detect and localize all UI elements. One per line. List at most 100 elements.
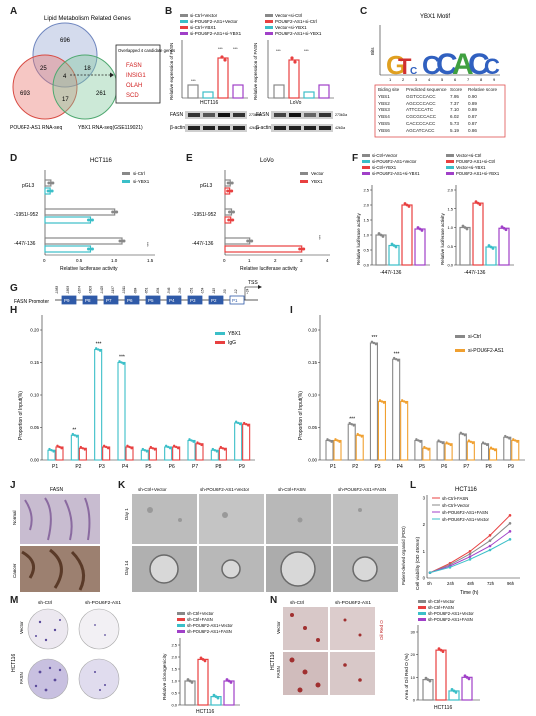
point — [427, 448, 430, 451]
point — [394, 245, 398, 249]
significance: *** — [96, 342, 102, 348]
promoter-coord: -1425 — [100, 286, 104, 294]
point — [403, 202, 407, 205]
motif-cell: YBS1 — [378, 93, 390, 99]
point-e — [230, 181, 234, 185]
point — [448, 563, 452, 566]
svg-text:si-Ctrl+Vector: si-Ctrl+Vector — [372, 153, 398, 158]
blot-fasn-left — [185, 111, 247, 119]
venn-count-center: 4 — [63, 74, 67, 80]
point — [508, 522, 512, 525]
motif-cell: YBS5 — [378, 120, 390, 126]
point-e — [226, 189, 230, 193]
point — [420, 229, 424, 232]
bar — [498, 227, 510, 266]
point — [491, 247, 495, 250]
point — [348, 421, 351, 425]
point — [118, 360, 121, 363]
point — [463, 434, 467, 437]
point — [423, 445, 426, 449]
point — [424, 676, 428, 680]
svg-text:Vector+si-YBX1: Vector+si-YBX1 — [275, 25, 307, 30]
svg-text:6: 6 — [454, 77, 457, 82]
bar — [355, 434, 364, 461]
svg-text:HCT116: HCT116 — [196, 709, 214, 715]
point — [216, 696, 220, 700]
point — [382, 401, 386, 404]
point-e — [232, 210, 235, 214]
x-tick-label: P3 — [99, 464, 105, 470]
x-tick-label: P9 — [508, 464, 514, 470]
venn-circle-top — [32, 22, 98, 88]
x-tick-label: P6 — [169, 464, 175, 470]
svg-text:Time (h): Time (h) — [460, 590, 479, 596]
point — [200, 443, 203, 447]
point-e — [298, 247, 302, 251]
motif-table-row: YBS3 ATTCCCATC 7.10 0.89 — [378, 107, 502, 114]
panel-label-h: H — [10, 305, 18, 316]
point — [508, 514, 512, 517]
svg-text:POU6F2-AS1+si-Ctrl: POU6F2-AS1+si-Ctrl — [456, 159, 495, 164]
svg-text:G: G — [386, 50, 406, 80]
y-tick-label: 2.5 — [363, 188, 369, 193]
point-e — [300, 247, 304, 251]
point — [441, 441, 444, 445]
point — [143, 449, 147, 452]
bar — [414, 439, 423, 461]
panel-g-promoter: FASN Promoter P9 P8 P7 P6 P5 P4 P3 P2 P1 -1983 -18… — [14, 280, 262, 305]
svg-text:-1951/-952: -1951/-952 — [14, 212, 38, 218]
motif-cell: 6.02 — [450, 114, 459, 120]
venn-title: Lipid Metabolism Related Genes — [44, 16, 131, 22]
bar — [223, 680, 235, 706]
bar-d — [44, 208, 116, 216]
point — [214, 695, 218, 698]
promoter-coord: -12 — [234, 289, 238, 294]
series-line — [429, 514, 511, 574]
promoter-coord: -251 — [189, 287, 193, 294]
promoter-box-label: P6 — [127, 298, 133, 303]
svg-text:sh-Ctrl+Vector: sh-Ctrl+Vector — [428, 599, 455, 604]
point — [392, 244, 396, 247]
promoter-box — [187, 295, 203, 305]
point-d — [50, 189, 54, 193]
svg-text:2: 2 — [274, 258, 277, 263]
point — [190, 681, 194, 684]
svg-text:sh-POU6F2-AS1+FASN: sh-POU6F2-AS1+FASN — [187, 629, 232, 634]
promoter-coord: -851 — [145, 287, 149, 294]
bar — [485, 246, 497, 266]
point — [75, 435, 79, 438]
promoter-box — [229, 295, 245, 305]
promoter-coord: -50 — [223, 289, 227, 294]
point — [326, 438, 329, 441]
x-tick-label: 72h — [487, 581, 495, 586]
bar-d — [44, 187, 51, 195]
panel-e: LoVo pGL3 -1951/-952 -447/-136 0 1 2 3 4… — [192, 158, 330, 272]
svg-text:Vector+si-Ctrl: Vector+si-Ctrl — [275, 13, 302, 18]
point — [504, 228, 508, 232]
point-e — [230, 210, 233, 214]
svg-text:Cell viability (OD 450nm): Cell viability (OD 450nm) — [415, 537, 421, 590]
point — [402, 400, 406, 403]
point — [227, 679, 231, 683]
point — [441, 650, 445, 654]
point — [48, 447, 51, 451]
point — [330, 440, 333, 443]
motif-table-row: YBS2 AGCCCCACC 7.37 0.89 — [378, 101, 502, 108]
promoter-box-label: P2 — [211, 298, 217, 303]
svg-text:42kDa: 42kDa — [335, 126, 345, 130]
svg-text:0.5: 0.5 — [76, 258, 83, 263]
svg-text:***: *** — [191, 78, 196, 83]
svg-text:si-Ctrl+YBX1: si-Ctrl+YBX1 — [372, 165, 397, 170]
point — [50, 449, 53, 452]
point — [188, 679, 192, 683]
x-tick-label: 96h — [507, 581, 515, 586]
y-tick-label: 1.5 — [363, 218, 369, 223]
point — [468, 550, 472, 553]
bar — [472, 202, 484, 266]
point — [122, 362, 125, 365]
svg-text:9: 9 — [493, 77, 496, 82]
svg-text:FASN: FASN — [19, 672, 24, 684]
point-e — [250, 239, 254, 243]
point — [506, 436, 509, 439]
svg-text:1.5: 1.5 — [147, 258, 154, 263]
